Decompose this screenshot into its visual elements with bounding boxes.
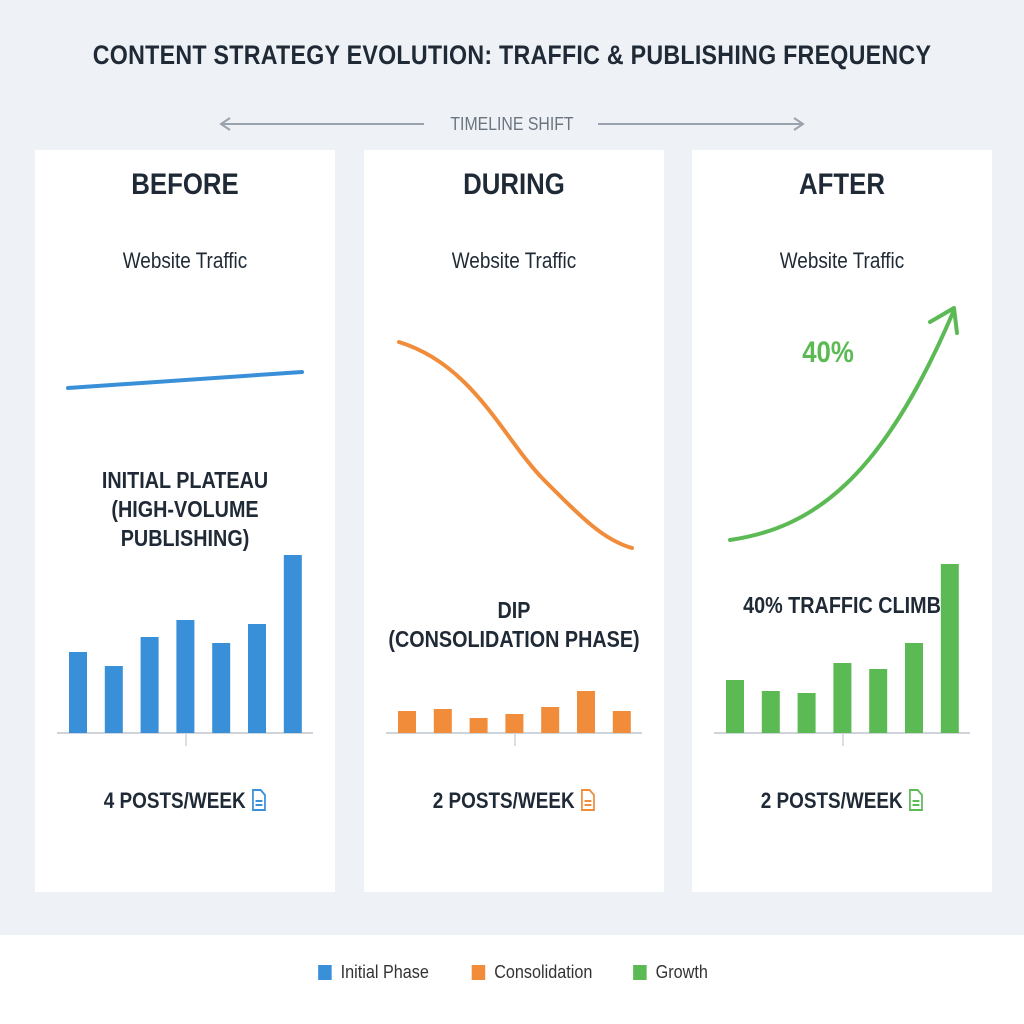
legend-swatch [318,965,332,980]
bar [869,669,888,733]
bar [69,652,87,733]
traffic-line [397,340,634,550]
annotation-line: (HIGH-VOLUME [111,496,259,522]
bar [612,711,631,733]
after-chart [714,306,970,746]
bar [469,718,488,733]
posts-label: 2 POSTS/WEEK [432,788,575,813]
bar [398,711,416,733]
legend-item: Growth [633,962,708,983]
chart-subtitle: Website Traffic [779,248,905,273]
bar [940,564,959,733]
document-icon [251,789,266,811]
bar [541,707,560,733]
bar [283,555,302,733]
annotation: 40% TRAFFIC CLIMB [713,591,971,620]
bar [248,624,266,733]
bar [726,680,744,733]
bar [797,693,816,733]
legend-label: Initial Phase [340,962,429,982]
posts-per-week: 4 POSTS/WEEK [56,788,314,814]
panel-during: DURING Website Traffic DIP (CONSOLIDATIO… [364,150,664,892]
posts-per-week: 2 POSTS/WEEK [713,788,971,814]
document-icon [908,789,923,811]
legend-bar [0,935,1024,1024]
growth-label: 40% [802,336,854,369]
bar [505,714,524,733]
posts-label: 2 POSTS/WEEK [760,788,903,813]
bar [577,691,595,733]
annotation: DIP (CONSOLIDATION PHASE) [385,596,643,654]
chart-title: CONTENT STRATEGY EVOLUTION: TRAFFIC & PU… [92,40,932,70]
phase-title: BEFORE [131,168,239,201]
document-icon [580,789,595,811]
timeline-shift: TIMELINE SHIFT [0,112,1024,136]
legend: Initial Phase Consolidation Growth [0,962,1024,983]
during-chart [386,340,642,746]
chart-subtitle: Website Traffic [451,248,577,273]
legend-item: Consolidation [471,962,593,983]
annotation-line: 40% TRAFFIC CLIMB [743,592,941,618]
legend-swatch [471,965,486,980]
bar [176,620,195,733]
bar [433,709,452,733]
traffic-arrow [728,308,956,542]
arrow-head [928,306,959,335]
phase-title: DURING [463,168,565,201]
bar [140,637,159,733]
legend-label: Growth [655,962,708,982]
phase-title: AFTER [799,168,885,201]
panel-before: BEFORE Website Traffic INITIAL PLATEAU (… [35,150,335,892]
bar [761,691,780,733]
before-chart [57,370,313,746]
posts-label: 4 POSTS/WEEK [103,788,246,813]
annotation: INITIAL PLATEAU (HIGH-VOLUME PUBLISHING) [56,466,314,553]
legend-label: Consolidation [494,962,593,982]
chart-subtitle: Website Traffic [122,248,248,273]
annotation-line: (CONSOLIDATION PHASE) [388,626,640,652]
posts-per-week: 2 POSTS/WEEK [385,788,643,814]
timeline-arrows-icon [219,117,805,131]
bar [104,666,123,733]
legend-item: Initial Phase [318,962,429,983]
panel-after: AFTER Website Traffic 40% 40% TRAFFIC CL… [692,150,992,892]
traffic-line [66,370,304,390]
bar [833,663,852,733]
annotation-line: PUBLISHING) [120,525,250,551]
annotation-line: DIP [497,597,531,623]
annotation-line: INITIAL PLATEAU [101,467,269,493]
bar [212,643,231,733]
timeline-label: TIMELINE SHIFT [450,114,574,134]
bar [905,643,923,733]
legend-swatch [633,965,647,980]
